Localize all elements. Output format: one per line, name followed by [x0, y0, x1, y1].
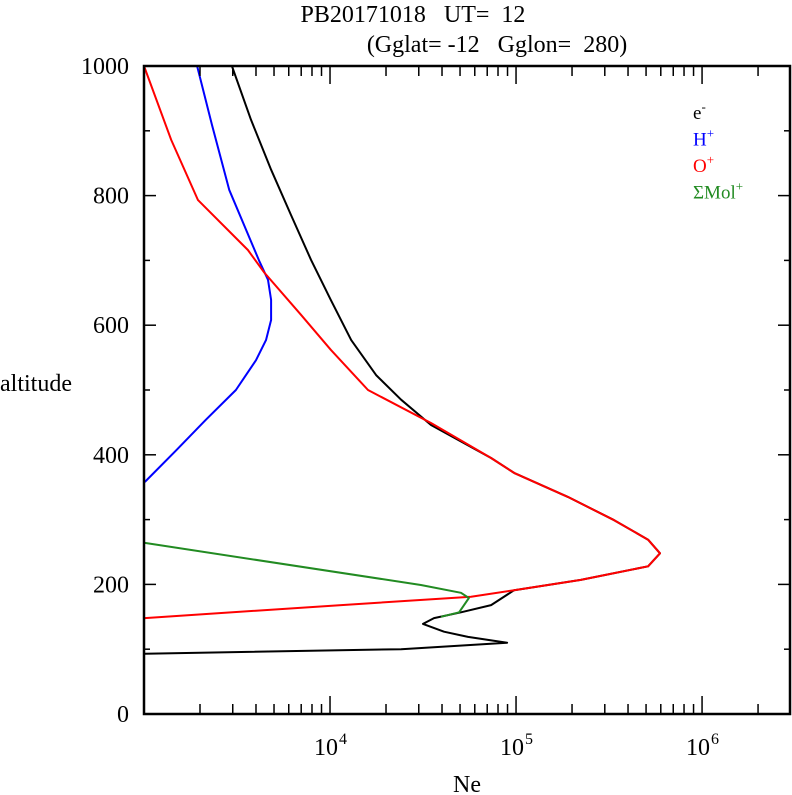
chart-title-line1: PB20171018 UT= 12	[301, 2, 526, 28]
y-tick-label: 800	[93, 184, 129, 210]
series-line-mol-plus	[144, 541, 470, 618]
plot-frame	[142, 64, 792, 716]
y-tick-label: 600	[93, 313, 129, 339]
chart-title-line2: (Gglat= -12 Gglon= 280)	[367, 32, 627, 58]
y-tick-label: 1000	[81, 54, 129, 80]
series-layer	[143, 65, 661, 655]
series-line-o-plus	[143, 65, 661, 620]
legend-mol-plus: ΣMol+	[693, 179, 743, 204]
x-tick-label: 10	[500, 735, 524, 761]
y-axis-label: altitude	[0, 371, 72, 397]
x-tick-label-exponent: 6	[711, 731, 719, 748]
y-tick-label: 200	[93, 572, 129, 598]
legend-electron: e-	[693, 99, 706, 124]
x-tick-label: 10	[686, 735, 710, 761]
legend: e-H+O+ΣMol+	[693, 99, 743, 204]
x-tick-label-exponent: 4	[339, 731, 347, 748]
series-line-h-plus	[144, 65, 273, 483]
y-tick-labels: 0 200 400 600 800 1000	[81, 54, 129, 728]
y-tick-label: 400	[93, 443, 129, 469]
y-tick-label: 0	[117, 702, 129, 728]
axis-ticks	[143, 65, 790, 715]
series-line-electron	[144, 65, 661, 655]
x-tick-labels: 10 4 10 5 10 6	[314, 731, 719, 761]
legend-h-plus: H+	[693, 126, 714, 151]
legend-o-plus: O+	[693, 152, 714, 177]
x-tick-label: 10	[314, 735, 338, 761]
x-tick-label-exponent: 5	[525, 731, 533, 748]
x-axis-label: Ne	[453, 772, 481, 795]
